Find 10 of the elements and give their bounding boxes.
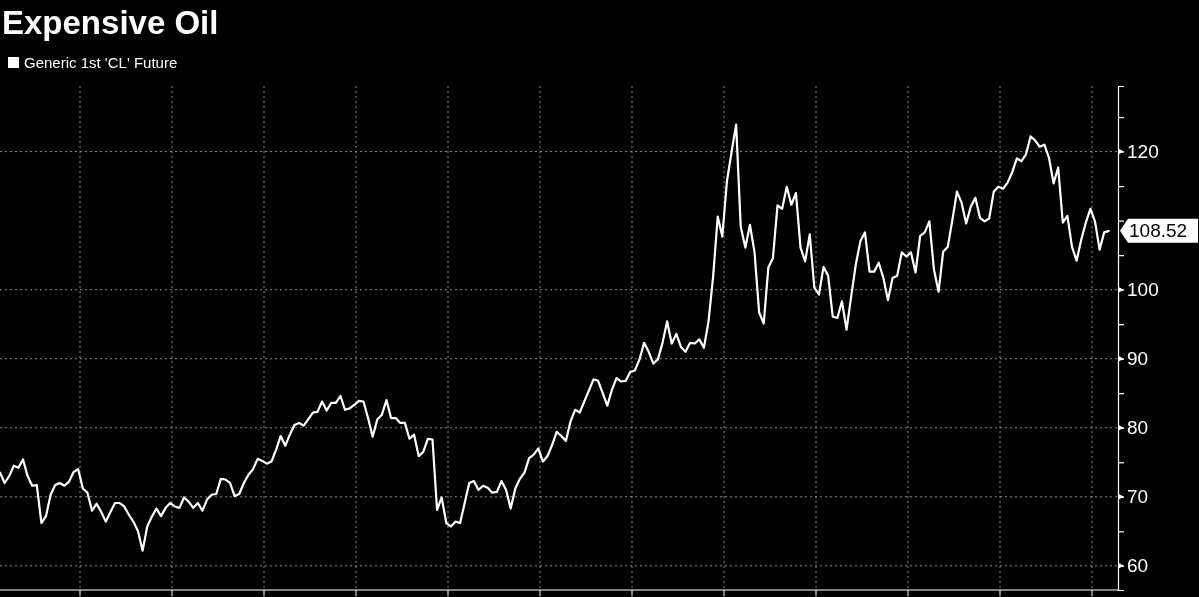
line-series [0, 123, 1110, 552]
y-tick-label: 80 [1127, 417, 1149, 439]
chart-title: Expensive Oil [2, 4, 219, 41]
y-tick-label: 90 [1127, 348, 1149, 370]
y-tick-label: 120 [1127, 141, 1159, 163]
legend-label: Generic 1st 'CL' Future [24, 54, 178, 71]
y-tick-label: 70 [1127, 486, 1149, 508]
y-tick-label: 60 [1127, 555, 1149, 577]
y-tick-label: 100 [1127, 279, 1159, 301]
data-label: 108.52 [1129, 220, 1188, 242]
